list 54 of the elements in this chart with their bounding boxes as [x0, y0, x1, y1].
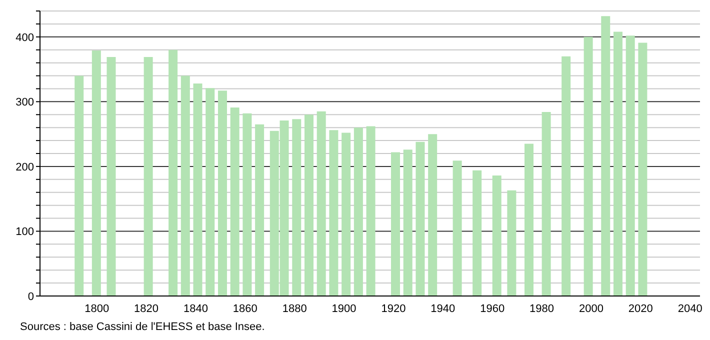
bar	[524, 144, 534, 296]
bar	[292, 119, 302, 296]
y-tick-label: 0	[28, 290, 34, 303]
x-tick-label: 1860	[232, 302, 258, 315]
bar	[584, 36, 593, 296]
bar	[193, 84, 202, 296]
x-tick-label: 1820	[134, 302, 159, 315]
bar	[391, 152, 400, 296]
x-tick-label: 1920	[381, 302, 406, 315]
x-tick-label: 1960	[480, 302, 505, 315]
y-tick-label: 200	[16, 161, 34, 174]
x-tick-label: 1800	[84, 302, 110, 315]
bar	[366, 126, 376, 296]
bar	[74, 76, 84, 296]
bar	[472, 170, 482, 296]
bar	[218, 90, 227, 296]
bar	[452, 160, 462, 296]
y-tick-label: 300	[16, 96, 34, 109]
bar	[416, 142, 425, 296]
bar	[92, 50, 101, 296]
bar	[106, 56, 116, 296]
x-tick-label: 1940	[430, 302, 456, 315]
bar	[638, 42, 648, 296]
x-tick-label: 2000	[578, 302, 604, 315]
bar	[403, 150, 412, 296]
bar	[316, 111, 326, 296]
x-tick-label: 1980	[530, 302, 554, 315]
bar	[329, 130, 338, 296]
bar	[230, 108, 240, 296]
bar	[342, 132, 351, 296]
x-tick-label: 1880	[282, 302, 307, 315]
bar	[507, 190, 516, 296]
bar	[613, 32, 622, 296]
bar	[354, 128, 363, 296]
bar	[626, 36, 635, 296]
y-tick-label: 100	[16, 226, 34, 238]
x-tick-label: 2040	[678, 302, 702, 315]
y-tick-label: 400	[16, 32, 34, 44]
bar	[562, 56, 571, 296]
bar	[492, 176, 502, 296]
bar	[144, 56, 153, 296]
source-note: Sources : base Cassini de l'EHESS et base Insee.	[20, 321, 265, 333]
bar	[168, 50, 178, 296]
bar	[428, 134, 438, 296]
x-tick-label: 1840	[183, 302, 208, 315]
x-tick-label: 1900	[332, 302, 356, 315]
bar	[304, 114, 314, 296]
bar	[242, 113, 252, 296]
x-tick-label: 2020	[628, 302, 653, 315]
bar	[255, 124, 264, 296]
bar	[542, 112, 551, 296]
bar	[206, 88, 215, 296]
bar	[601, 16, 610, 296]
bar	[180, 76, 190, 296]
